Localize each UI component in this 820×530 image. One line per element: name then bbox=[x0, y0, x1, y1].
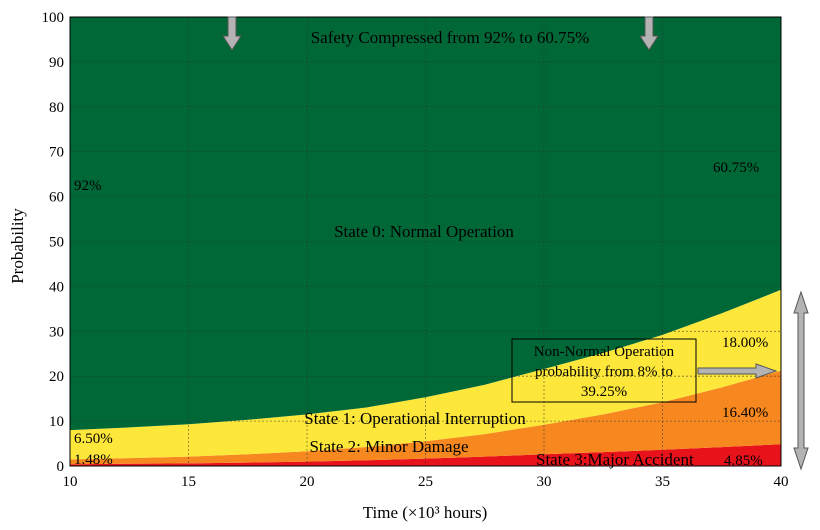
plot-frame bbox=[69, 16, 782, 467]
state3-label: State 3:Major Accident bbox=[536, 450, 694, 469]
down-arrow-left-icon bbox=[222, 16, 242, 51]
y-tick-label-10: 100 bbox=[42, 10, 65, 26]
x-tick-label-6: 40 bbox=[774, 474, 789, 490]
x-tick-label-4: 30 bbox=[537, 474, 552, 490]
y-axis-title: Probability bbox=[8, 208, 27, 284]
x-tick-label-2: 20 bbox=[300, 474, 315, 490]
x-tick-label-0: 10 bbox=[63, 474, 78, 490]
area-series-0 bbox=[70, 444, 781, 466]
area-series-1 bbox=[70, 370, 781, 465]
non-normal-box: Non-Normal Operation probability from 8%… bbox=[511, 338, 697, 403]
x-tick-label-1: 15 bbox=[181, 474, 196, 490]
y-tick-label-4: 40 bbox=[49, 279, 64, 295]
end-state1-pct: 18.00% bbox=[722, 335, 768, 351]
x-axis-title: Time (×10³ hours) bbox=[363, 503, 488, 522]
end-state3-pct: 4.85% bbox=[724, 453, 763, 469]
box-line-3: 39.25% bbox=[581, 384, 627, 400]
end-state0-pct: 60.75% bbox=[713, 160, 759, 176]
y-tick-label-6: 60 bbox=[49, 190, 64, 206]
x-tick-label-5: 35 bbox=[655, 474, 670, 490]
state2-label: State 2: Minor Damage bbox=[309, 437, 468, 456]
y-tick-label-8: 80 bbox=[49, 100, 64, 116]
down-arrow-right-icon bbox=[639, 16, 659, 51]
area-series-3 bbox=[70, 17, 781, 431]
y-tick-label-5: 50 bbox=[49, 235, 64, 251]
y-tick-label-9: 90 bbox=[49, 55, 64, 71]
x-tick-label-3: 25 bbox=[418, 474, 433, 490]
y-tick-label-2: 20 bbox=[49, 369, 64, 385]
grid-lines bbox=[70, 17, 781, 466]
y-tick-label-1: 10 bbox=[49, 414, 64, 430]
y-tick-label-7: 70 bbox=[49, 145, 64, 161]
state1-label: State 1: Operational Interruption bbox=[304, 409, 526, 428]
arrows bbox=[222, 16, 809, 471]
start-state0-pct: 92% bbox=[74, 178, 102, 194]
box-line-2: probability from 8% to bbox=[535, 364, 673, 380]
y-tick-label-0: 0 bbox=[57, 459, 65, 475]
end-state2-pct: 16.40% bbox=[722, 405, 768, 421]
box-line-1: Non-Normal Operation bbox=[534, 344, 675, 360]
start-state1-pct: 6.50% bbox=[74, 431, 113, 447]
start-state2-pct: 1.48% bbox=[74, 452, 113, 468]
y-tick-label-3: 30 bbox=[49, 324, 64, 340]
title-annotation: Safety Compressed from 92% to 60.75% bbox=[311, 28, 590, 47]
right-arrow-icon bbox=[697, 363, 778, 379]
state0-label: State 0: Normal Operation bbox=[334, 222, 514, 241]
double-vertical-arrow-icon bbox=[793, 290, 809, 471]
